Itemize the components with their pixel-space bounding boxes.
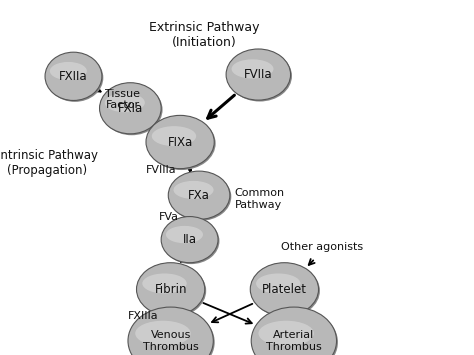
- Text: Venous
Thrombus: Venous Thrombus: [143, 330, 199, 351]
- Text: FXIIIa: FXIIIa: [128, 311, 159, 321]
- Text: Fibrin: Fibrin: [155, 283, 187, 296]
- Text: FVa: FVa: [159, 212, 179, 222]
- Ellipse shape: [101, 84, 163, 135]
- Ellipse shape: [142, 273, 187, 294]
- Ellipse shape: [137, 263, 205, 316]
- Text: Tissue
Factor: Tissue Factor: [105, 89, 140, 110]
- Ellipse shape: [251, 307, 337, 355]
- Text: FIXa: FIXa: [167, 136, 193, 148]
- Text: Extrinsic Pathway
(Initiation): Extrinsic Pathway (Initiation): [148, 21, 259, 49]
- Ellipse shape: [250, 263, 319, 316]
- Text: FVIIa: FVIIa: [244, 68, 273, 81]
- Ellipse shape: [45, 52, 102, 100]
- Ellipse shape: [147, 117, 216, 170]
- Ellipse shape: [138, 264, 206, 317]
- Text: Platelet: Platelet: [262, 283, 307, 296]
- Ellipse shape: [128, 307, 213, 355]
- Ellipse shape: [163, 218, 219, 264]
- Ellipse shape: [161, 217, 218, 263]
- Ellipse shape: [232, 59, 273, 78]
- Ellipse shape: [129, 308, 215, 355]
- Ellipse shape: [168, 171, 230, 219]
- Text: FXIa: FXIa: [118, 102, 143, 115]
- Text: FXa: FXa: [188, 189, 210, 202]
- Text: IIa: IIa: [182, 233, 197, 246]
- Ellipse shape: [253, 308, 338, 355]
- Ellipse shape: [256, 273, 301, 294]
- Ellipse shape: [252, 264, 320, 317]
- Text: Arterial
Thrombus: Arterial Thrombus: [266, 330, 322, 351]
- Ellipse shape: [226, 49, 291, 100]
- Ellipse shape: [166, 226, 203, 243]
- Ellipse shape: [173, 181, 214, 199]
- Ellipse shape: [50, 62, 87, 80]
- Text: Other agonists: Other agonists: [281, 242, 364, 252]
- Text: FXIIa: FXIIa: [59, 70, 88, 83]
- Text: Common
Pathway: Common Pathway: [235, 188, 285, 209]
- Ellipse shape: [100, 83, 161, 134]
- Ellipse shape: [258, 321, 314, 346]
- Ellipse shape: [152, 126, 196, 146]
- Text: Intrinsic Pathway
(Propagation): Intrinsic Pathway (Propagation): [0, 149, 98, 177]
- Text: FVIIIa: FVIIIa: [146, 165, 176, 175]
- Ellipse shape: [170, 173, 231, 221]
- Ellipse shape: [135, 321, 191, 346]
- Ellipse shape: [46, 54, 103, 102]
- Ellipse shape: [105, 93, 145, 112]
- Ellipse shape: [146, 115, 214, 169]
- Ellipse shape: [228, 50, 292, 102]
